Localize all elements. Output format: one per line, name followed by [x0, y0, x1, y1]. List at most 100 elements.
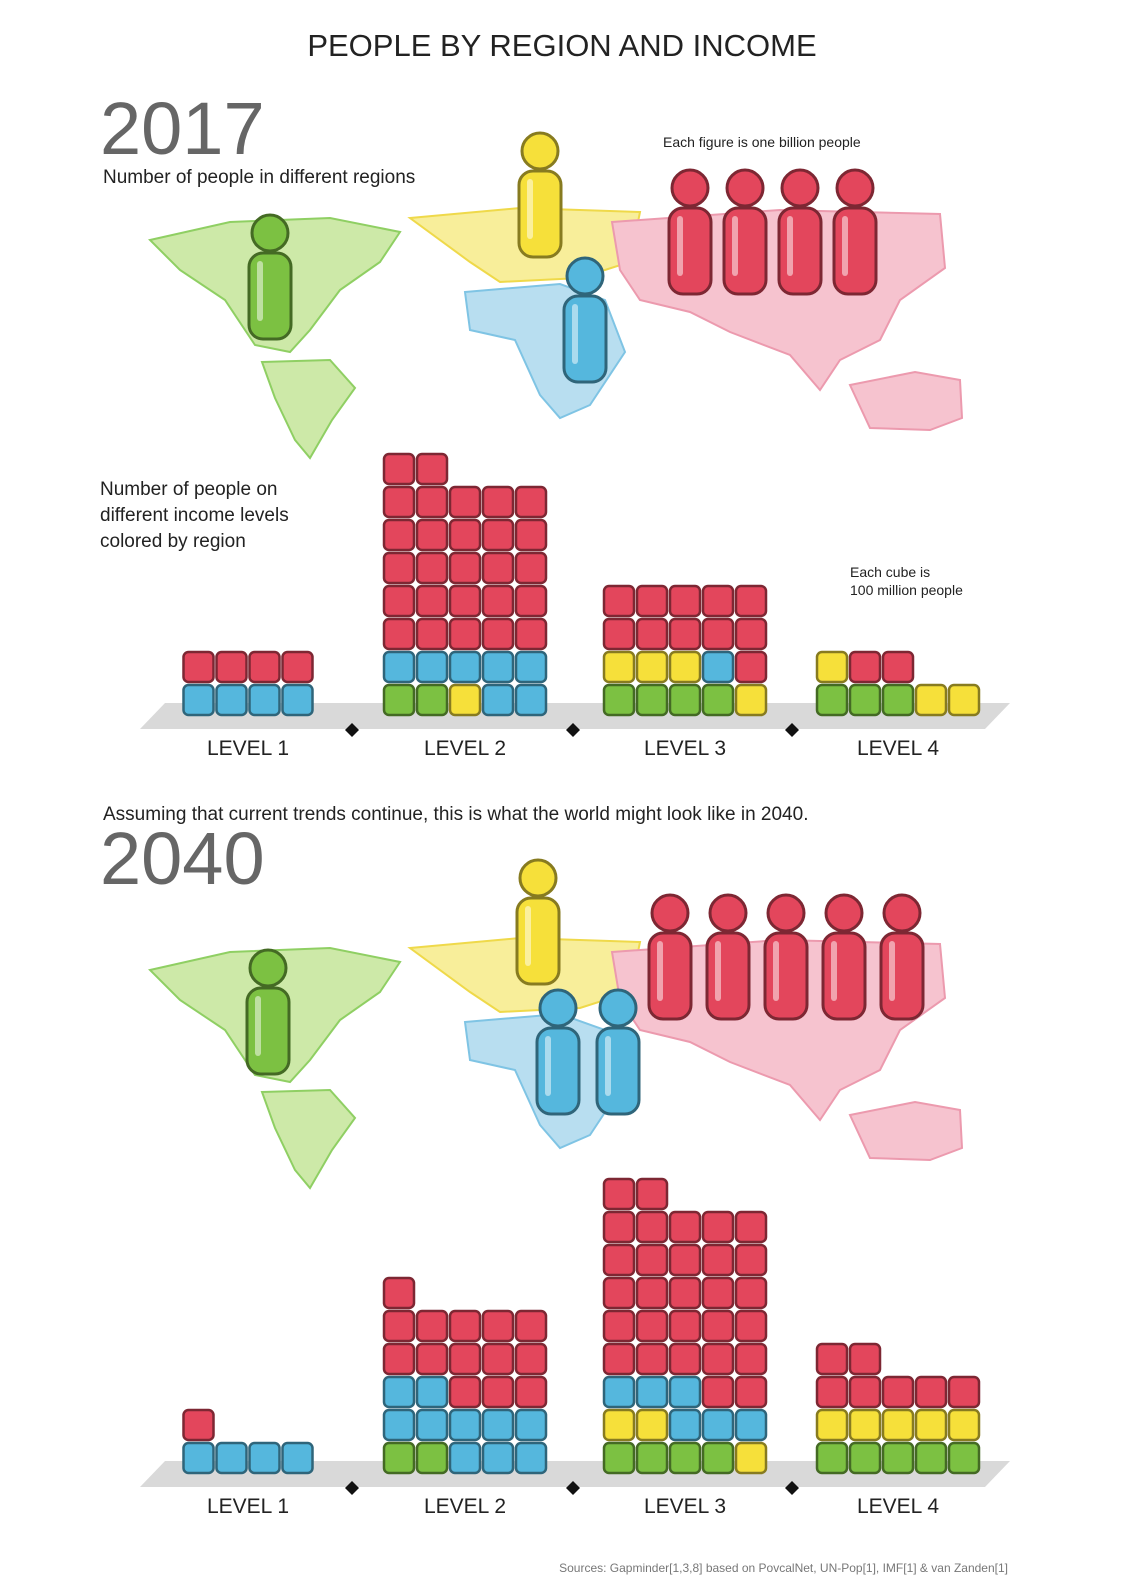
cube [701, 1408, 735, 1442]
cube [881, 650, 915, 684]
cube [668, 1441, 702, 1475]
level-label: LEVEL 2 [424, 1495, 506, 1518]
figure-head [520, 131, 560, 171]
cube [701, 617, 735, 651]
cube [248, 650, 281, 684]
cube [701, 1210, 735, 1244]
cube [481, 1441, 515, 1475]
figure-head [565, 256, 605, 296]
cube [668, 1243, 702, 1277]
cube [382, 452, 416, 486]
cube [848, 683, 882, 717]
cube [481, 551, 515, 585]
figure-shine [773, 941, 779, 1001]
cube [215, 1441, 248, 1475]
cube [514, 551, 548, 585]
cube [668, 683, 702, 717]
cube [382, 650, 416, 684]
figure-note: Each figure is one billion people [663, 134, 861, 150]
cube [215, 650, 248, 684]
cube [514, 1441, 548, 1475]
cube [448, 1309, 482, 1343]
person-figure [821, 893, 867, 1021]
figure-body [832, 206, 878, 296]
cube [448, 1408, 482, 1442]
cube [668, 1276, 702, 1310]
figure-head [780, 168, 820, 208]
cube [734, 1210, 768, 1244]
separator [345, 1481, 359, 1495]
cube [602, 1441, 636, 1475]
figure-shine [831, 941, 837, 1001]
cube [382, 1441, 416, 1475]
figure-head [650, 893, 690, 933]
cube [415, 1441, 449, 1475]
figure-body [777, 206, 823, 296]
cube [281, 683, 314, 717]
cube [701, 1441, 735, 1475]
cube [734, 1243, 768, 1277]
cube [602, 1342, 636, 1376]
cube [481, 584, 515, 618]
cube [481, 650, 515, 684]
person-figure [595, 988, 641, 1116]
cube [635, 1210, 669, 1244]
cube-note: 100 million people [850, 582, 963, 598]
figure-shine [572, 304, 578, 364]
separator [566, 1481, 580, 1495]
sources: Sources: Gapminder[1,3,8] based on Povca… [559, 1561, 1008, 1575]
person-figure [777, 168, 823, 296]
title: PEOPLE BY REGION AND INCOME [307, 28, 816, 63]
cube [415, 452, 449, 486]
cube [448, 617, 482, 651]
cube [635, 1243, 669, 1277]
cube [448, 518, 482, 552]
figure-head [708, 893, 748, 933]
cube [701, 1375, 735, 1409]
cube [415, 683, 449, 717]
cube [635, 1309, 669, 1343]
cube [281, 650, 314, 684]
cube [415, 1309, 449, 1343]
cube [481, 683, 515, 717]
figure-shine [527, 179, 533, 239]
platform [140, 703, 1010, 729]
cube [481, 1408, 515, 1442]
person-figure [667, 168, 713, 296]
figure-body [667, 206, 713, 296]
cube [382, 1408, 416, 1442]
cube [914, 683, 948, 717]
figure-shine [605, 1036, 611, 1096]
income-note: different income levels [100, 505, 289, 526]
cube [602, 1276, 636, 1310]
figure-body [879, 931, 925, 1021]
cube [668, 650, 702, 684]
cube [947, 1441, 981, 1475]
cube [914, 1408, 948, 1442]
figure-shine [715, 941, 721, 1001]
cube [848, 1408, 882, 1442]
person-figure [515, 858, 561, 986]
cube [734, 650, 768, 684]
cube [668, 617, 702, 651]
cube [481, 518, 515, 552]
person-figure [763, 893, 809, 1021]
cube [182, 683, 215, 717]
cube [415, 518, 449, 552]
intro-text: Assuming that current trends continue, t… [103, 804, 808, 825]
level-label: LEVEL 3 [644, 737, 726, 760]
cube [481, 1342, 515, 1376]
figure-head [598, 988, 638, 1028]
cube [448, 683, 482, 717]
cube [415, 617, 449, 651]
cube [602, 584, 636, 618]
cube [815, 683, 849, 717]
cube [448, 650, 482, 684]
figure-head [248, 948, 288, 988]
cube [514, 1408, 548, 1442]
figure-head [518, 858, 558, 898]
cube [635, 1342, 669, 1376]
cube [182, 1408, 215, 1442]
cube [602, 617, 636, 651]
